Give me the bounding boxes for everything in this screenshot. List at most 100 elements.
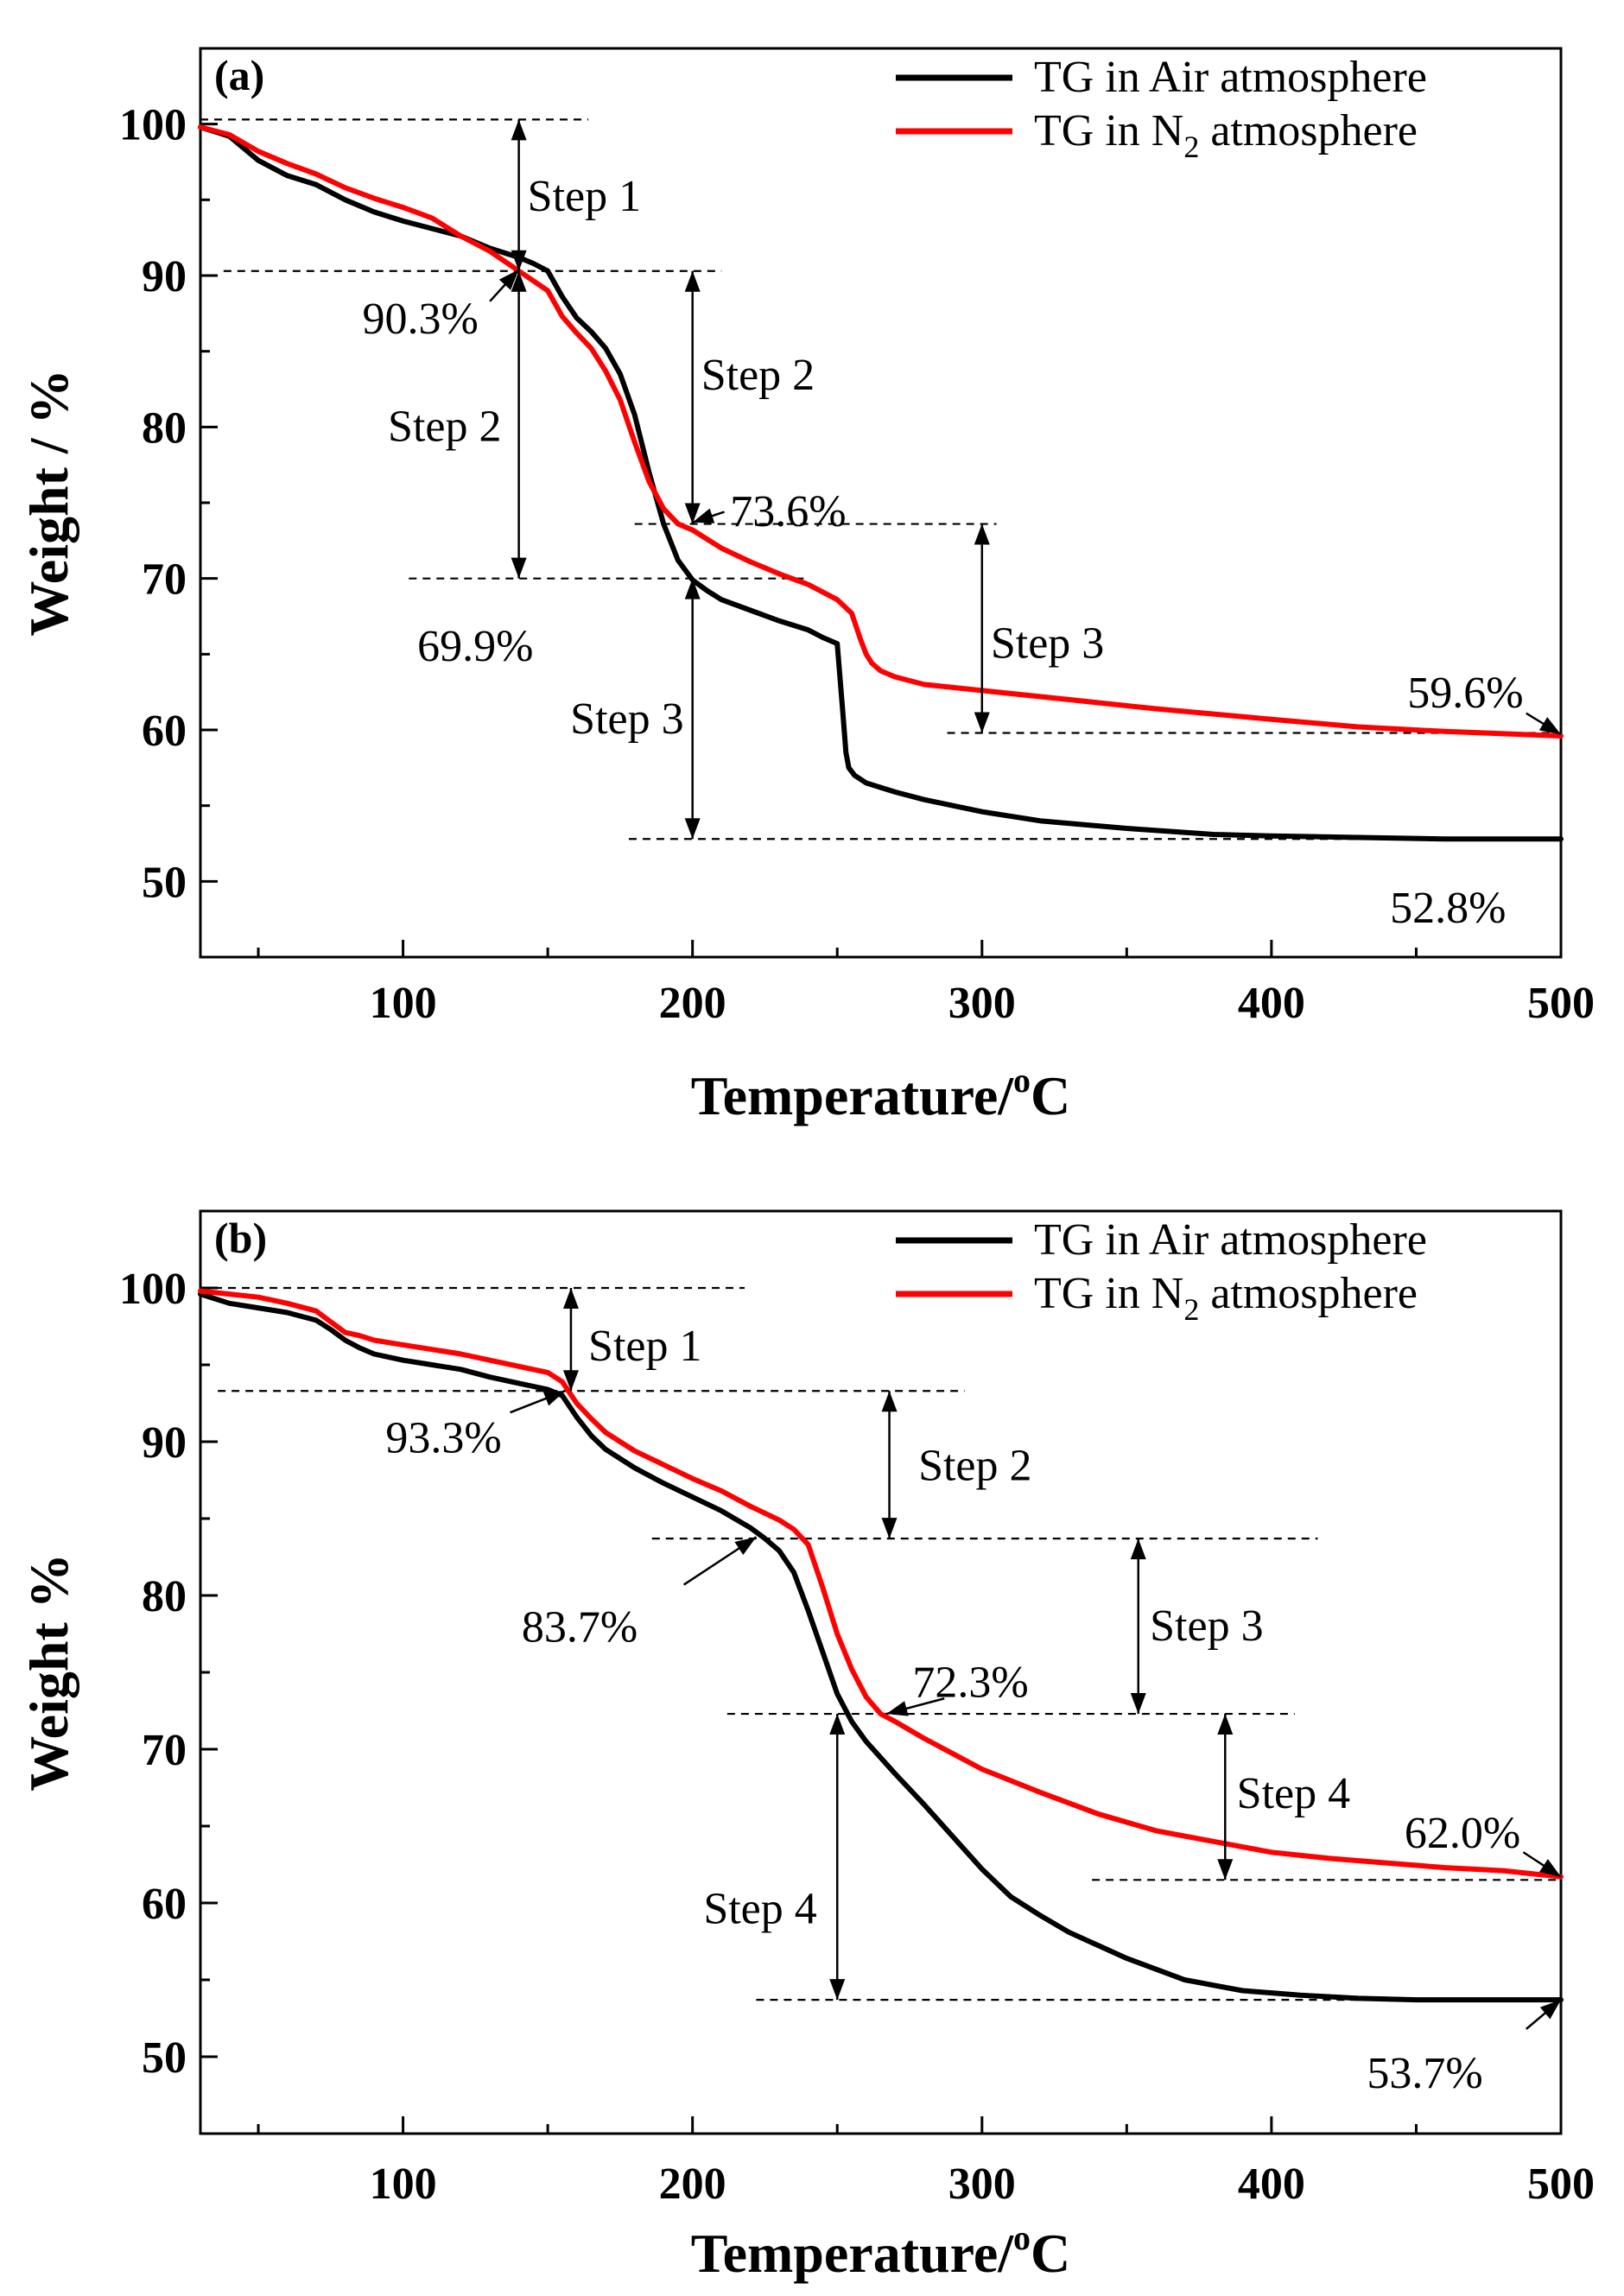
- annotation-label: 53.7%: [1367, 2049, 1482, 2098]
- panel-b-chart: 100 200 300 400 500 50 60 70 80 90 100 Temperature/…: [18, 1209, 1595, 2284]
- y-tick-label: 60: [142, 707, 187, 756]
- step-arrow-head: [684, 503, 701, 524]
- pointer-arrow-head: [692, 508, 715, 523]
- annotation-label: Step 1: [588, 1322, 701, 1371]
- y-tick-label: 90: [142, 1418, 187, 1468]
- annotation-label: Step 3: [991, 618, 1104, 668]
- annotation-label: 73.6%: [730, 487, 846, 536]
- x-axis-label-unit: C: [1031, 1065, 1070, 1126]
- legend-label-n2: TG in N2 atmosphere: [1034, 106, 1418, 164]
- x-tick-label: 400: [1238, 2160, 1305, 2209]
- step-arrow-head: [511, 119, 527, 141]
- y-tick-label: 60: [142, 1880, 187, 1929]
- legend-label-sub: 2: [1183, 1292, 1199, 1327]
- step-arrow-head: [881, 1391, 898, 1412]
- legend-label-text: TG in Air atmosphere: [1034, 1215, 1427, 1265]
- x-tick-label: 100: [370, 2160, 437, 2209]
- legend-label-after: atmosphere: [1199, 1269, 1418, 1318]
- step-arrow-head: [881, 1518, 898, 1539]
- series-air-line: [198, 1291, 1564, 2003]
- annotation-label: 62.0%: [1405, 1809, 1520, 1858]
- annotation-label: 69.9%: [417, 622, 533, 671]
- step-arrow-head: [562, 1370, 579, 1392]
- step-arrow-head: [511, 270, 527, 292]
- pointer-arrow-head: [734, 1537, 757, 1556]
- legend-label-air: TG in Air atmosphere: [1034, 1215, 1427, 1265]
- x-tick-label: 300: [948, 979, 1016, 1028]
- x-tick-label: 200: [659, 2160, 726, 2209]
- step-arrow-head: [684, 578, 701, 599]
- panel-label: (a): [214, 51, 264, 99]
- step-arrow-head: [1217, 1859, 1234, 1881]
- y-tick-label: 70: [142, 555, 187, 605]
- annotation-label: Step 2: [388, 403, 501, 452]
- annotation-label: 83.7%: [522, 1603, 638, 1652]
- annotation-label: 93.3%: [385, 1414, 501, 1463]
- y-tick-label: 90: [142, 252, 187, 301]
- legend-label-sub: 2: [1183, 130, 1199, 164]
- pointer-arrow-head: [1538, 1859, 1561, 1877]
- step-arrow-head: [684, 270, 701, 292]
- x-tick-label: 500: [1527, 2160, 1595, 2209]
- panel-label: (b): [214, 1214, 267, 1262]
- step-arrow-head: [829, 1714, 846, 1735]
- annotation-label: 72.3%: [912, 1659, 1028, 1708]
- y-axis-label: Weight %: [18, 1553, 79, 1792]
- y-tick-label: 50: [142, 2033, 187, 2083]
- step-arrow-head: [829, 1979, 846, 2001]
- annotation-label: Step 4: [1237, 1769, 1350, 1818]
- step-arrow-head: [1130, 1538, 1146, 1560]
- x-axis-label-unit: C: [1031, 2223, 1070, 2284]
- x-tick-label: 100: [370, 979, 437, 1028]
- pointer-arrow-head: [542, 1391, 566, 1406]
- legend-label-text: TG in Air atmosphere: [1034, 53, 1427, 102]
- x-axis-label-sup: o: [1013, 2218, 1031, 2257]
- series-n2-line: [198, 1288, 1564, 1880]
- annotation-label: Step 4: [703, 1884, 816, 1933]
- y-tick-label: 70: [142, 1726, 187, 1775]
- plot-frame: [199, 1209, 1563, 2135]
- x-tick-label: 300: [948, 2160, 1016, 2209]
- step-arrow-head: [511, 250, 527, 271]
- x-axis-label: Temperature/oC: [691, 1061, 1071, 1126]
- legend-label-air: TG in Air atmosphere: [1034, 53, 1427, 102]
- y-tick-label: 80: [142, 403, 187, 453]
- step-arrow-head: [684, 818, 701, 840]
- series-air-line: [198, 124, 1564, 842]
- legend-label-text: TG in N: [1034, 106, 1183, 155]
- x-tick-label: 500: [1527, 979, 1595, 1028]
- x-tick-label: 200: [659, 979, 726, 1028]
- x-axis-label: Temperature/oC: [691, 2218, 1071, 2284]
- step-arrow-head: [511, 557, 527, 579]
- annotation-label: 52.8%: [1390, 884, 1506, 933]
- legend-label-n2: TG in N2 atmosphere: [1034, 1269, 1418, 1327]
- x-axis-label-sup: o: [1013, 1061, 1031, 1100]
- annotation-label: 90.3%: [363, 295, 479, 344]
- step-arrow-head: [1130, 1693, 1146, 1715]
- step-arrow-head: [562, 1288, 579, 1309]
- legend-label-after: atmosphere: [1199, 106, 1418, 155]
- panel-a-chart: 100 200 300 400 500 50 60 70 80 90 100 Temperature/…: [18, 47, 1595, 1126]
- annotation-label: 59.6%: [1407, 669, 1523, 718]
- annotation-label: Step 1: [528, 172, 641, 221]
- step-arrow-head: [974, 523, 990, 545]
- plot-frame: [199, 47, 1563, 959]
- y-tick-label: 100: [119, 101, 187, 150]
- legend-label-text: TG in N: [1034, 1269, 1183, 1318]
- annotation-label: Step 2: [701, 351, 815, 400]
- y-tick-label: 50: [142, 858, 187, 907]
- annotation-label: Step 3: [570, 695, 683, 744]
- x-tick-label: 400: [1238, 979, 1305, 1028]
- step-arrow-head: [1217, 1714, 1234, 1735]
- y-tick-label: 80: [142, 1572, 187, 1621]
- x-axis-label-text: Temperature/: [691, 1065, 1015, 1126]
- y-tick-label: 100: [119, 1265, 187, 1314]
- step-arrow-head: [974, 712, 990, 733]
- annotation-label: Step 2: [918, 1442, 1031, 1491]
- y-axis-label: Weight / %: [18, 369, 79, 636]
- annotation-label: Step 3: [1150, 1601, 1263, 1651]
- x-axis-label-text: Temperature/: [691, 2223, 1015, 2284]
- pointer-arrow-head: [498, 269, 519, 290]
- pointer-arrow-head: [1538, 717, 1561, 735]
